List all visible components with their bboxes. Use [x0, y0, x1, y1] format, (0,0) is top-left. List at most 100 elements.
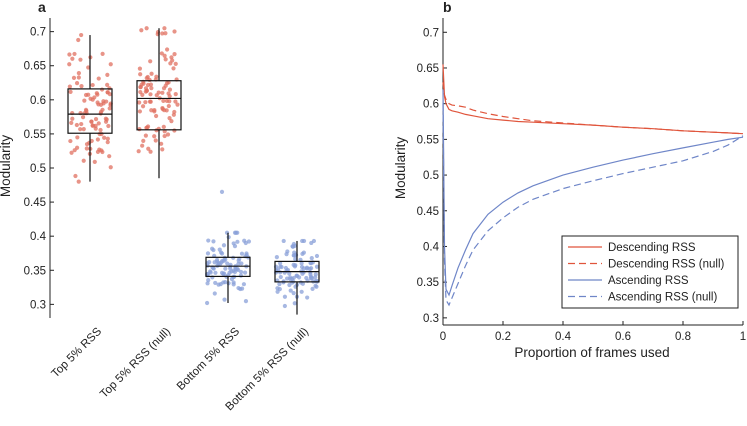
- panel-a-data-point: [238, 286, 243, 292]
- panel-a-data-point: [159, 141, 164, 146]
- panel-a-data-point: [162, 108, 167, 113]
- panel-a-y-tick-label: 0.35: [24, 265, 46, 277]
- panel-b-x-axis-label: Proportion of frames used: [514, 345, 669, 360]
- panel-a-data-point: [226, 235, 231, 240]
- panel-a-data-point: [304, 275, 309, 281]
- panel-a-data-point: [78, 127, 83, 132]
- panel-a-box: [136, 80, 182, 131]
- panel-b: b 0.3 0.35 0.4 0.45 0.5 0.55 0.6 0.65 0.7 0 0.2 0.4…: [393, 0, 746, 360]
- panel-a-data-point: [241, 282, 247, 287]
- panel-a-data-point: [136, 149, 141, 154]
- panel-b-y-tick-label: 0.3: [423, 313, 439, 325]
- panel-a-data-point: [292, 301, 297, 306]
- panel-a-data-point: [213, 280, 218, 286]
- panel-a-y-tick-label: 0.3: [30, 299, 46, 311]
- panel-a-data-point: [84, 108, 89, 113]
- panel-a-data-point: [69, 120, 74, 125]
- panel-a-data-point: [175, 102, 180, 107]
- panel-a-y-tick-label: 0.7: [30, 27, 46, 39]
- panel-a-data-point: [207, 260, 212, 265]
- panel-b-y-tick-label: 0.6: [423, 99, 439, 111]
- panel-b-x-tick-label: 1: [740, 331, 746, 343]
- panel-a-data-point: [239, 251, 245, 256]
- panel-a-box: [67, 88, 113, 134]
- panel-a-data-point: [173, 99, 178, 104]
- panel-a-data-point: [143, 133, 148, 138]
- panel-a-data-point: [139, 82, 144, 87]
- panel-a-data-point: [76, 70, 81, 76]
- panel-a-data-point: [152, 107, 157, 113]
- panel-a-data-point: [282, 303, 287, 309]
- panel-a-data-point: [73, 173, 78, 179]
- panel-a-data-point: [79, 121, 84, 127]
- panel-a-data-point: [97, 131, 102, 137]
- panel-a-data-point: [86, 65, 91, 70]
- panel-a-data-point: [242, 238, 247, 243]
- panel-a-data-point: [70, 116, 75, 121]
- panel-a-data-point: [76, 37, 81, 43]
- panel-a-data-point: [148, 99, 153, 104]
- panel-a-data-point: [290, 244, 296, 249]
- panel-a-data-point: [162, 53, 167, 58]
- panel-b-y-tick-label: 0.7: [423, 27, 439, 39]
- panel-a-data-point: [277, 282, 282, 287]
- legend-label: Ascending RSS: [608, 275, 689, 287]
- panel-a-data-point: [307, 266, 312, 271]
- panel-a-data-point: [102, 135, 107, 140]
- panel-a-data-point: [296, 275, 302, 280]
- panel-a-data-point: [225, 261, 230, 266]
- panel-a-data-point: [149, 71, 154, 76]
- panel-a-data-point: [68, 89, 73, 95]
- panel-a-data-point: [75, 135, 80, 140]
- panel-a-data-point: [160, 31, 165, 36]
- series-line-descending-rss-null: [442, 82, 744, 135]
- panel-a-y-tick-label: 0.6: [30, 95, 46, 107]
- panel-a-data-point: [208, 270, 213, 275]
- panel-a-data-point: [68, 138, 73, 144]
- panel-a-data-point: [140, 92, 145, 97]
- panel-a-data-point: [301, 250, 306, 255]
- panel-a-data-point: [145, 125, 150, 130]
- panel-a-data-point: [221, 272, 226, 277]
- panel-b-y-tick-label: 0.5: [423, 170, 439, 182]
- panel-a-data-point: [146, 146, 151, 151]
- panel-a-data-point: [313, 275, 318, 280]
- panel-a-data-point: [238, 273, 244, 278]
- panel-a-data-point: [104, 117, 109, 122]
- panel-a-data-point: [291, 262, 296, 267]
- panel-a-data-point: [206, 238, 211, 243]
- panel-a-data-point: [292, 250, 297, 255]
- panel-a-data-point: [244, 251, 249, 256]
- panel-a-data-point: [105, 82, 110, 87]
- panel-a-data-point: [236, 267, 241, 273]
- panel-a-data-point: [221, 258, 226, 263]
- panel-a-data-point: [211, 239, 216, 244]
- panel-a-data-point: [278, 270, 283, 275]
- panel-a-data-point: [231, 280, 236, 285]
- panel-a-data-point: [154, 74, 159, 79]
- panel-a-data-point: [281, 238, 286, 244]
- panel-a-data-point: [223, 266, 228, 271]
- panel-a-data-point: [92, 159, 97, 164]
- panel-a-data-point: [221, 243, 227, 248]
- panel-a-data-point: [90, 82, 95, 88]
- panel-a-data-point: [163, 31, 168, 36]
- panel-a-data-point: [211, 247, 216, 253]
- panel-a-data-point: [140, 104, 146, 109]
- panel-a-data-point: [149, 108, 154, 113]
- panel-b-x-tick-label: 0.6: [615, 331, 631, 343]
- panel-a-data-point: [300, 238, 305, 244]
- panel-a-data-point: [144, 26, 149, 31]
- panel-a-data-point: [166, 80, 171, 85]
- panel-a-data-point: [308, 270, 313, 275]
- panel-a-data-point: [235, 239, 240, 244]
- panel-a-data-point: [107, 86, 112, 91]
- panel-a-data-point: [299, 264, 305, 270]
- series-line-ascending-rss: [442, 89, 744, 297]
- panel-a-data-point: [291, 275, 296, 281]
- panel-a-data-point: [309, 256, 314, 261]
- panel-a-data-point: [215, 259, 220, 264]
- panel-a-data-point: [141, 138, 146, 143]
- panel-a-data-point: [275, 289, 280, 294]
- panel-b-x-tick-label: 0.2: [495, 331, 511, 343]
